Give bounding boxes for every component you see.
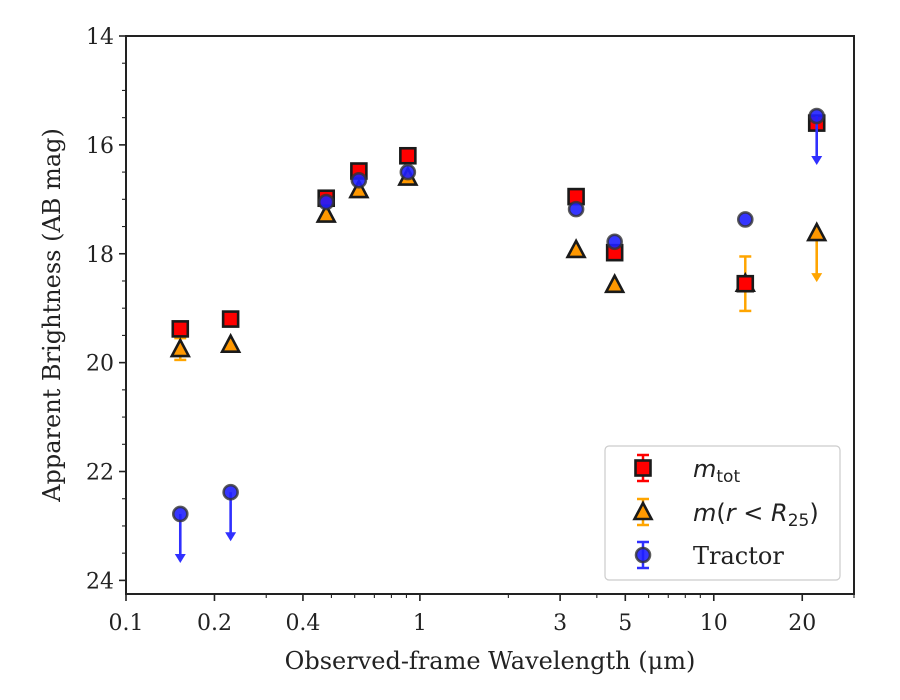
y-tick-label: 24: [86, 569, 114, 594]
legend-label: m(r < R25): [693, 499, 819, 531]
data-point-triangle: [219, 332, 242, 353]
x-tick-label: 20: [788, 611, 816, 636]
data-point-square: [221, 310, 240, 328]
y-tick-label: 22: [86, 461, 114, 486]
legend-items: mtot m(r < R25) Tractor: [632, 453, 819, 570]
legend-marker-square: [634, 459, 652, 477]
data-point-circle: [222, 483, 239, 501]
y-tick-label: 18: [86, 243, 114, 268]
data-point-triangle: [315, 202, 337, 223]
data-point-circle: [171, 505, 189, 523]
plot-frame: [125, 35, 855, 595]
y-tick-label: 20: [86, 352, 114, 377]
data-marks: [169, 107, 828, 563]
upper-limit-arrowhead: [811, 156, 823, 166]
x-tick-label: 3: [553, 611, 567, 636]
data-point-circle: [399, 163, 417, 181]
data-point-triangle: [348, 178, 370, 199]
upper-limit-arrowhead: [174, 553, 186, 563]
x-axis-title: Observed-frame Wavelength (μm): [285, 647, 696, 675]
x-tick-label: 0.1: [109, 611, 144, 636]
legend: mtot m(r < R25) Tractor: [604, 445, 841, 581]
x-tick-label: 1: [413, 611, 427, 636]
series-circle: [171, 107, 826, 563]
plot-frame-group: [125, 35, 855, 595]
series-square: [171, 114, 826, 338]
legend-marker-circle: [634, 546, 652, 564]
data-point-circle: [808, 107, 826, 125]
y-axis-ticks: 14 16 18 20 22 24: [86, 25, 126, 594]
data-point-circle: [317, 193, 335, 211]
x-tick-label: 0.4: [285, 611, 320, 636]
data-point-circle: [567, 200, 585, 218]
data-point-triangle: [169, 337, 191, 358]
series-triangle: [169, 165, 828, 362]
y-tick-label: 16: [86, 134, 114, 159]
y-axis-title: Apparent Brightness (AB mag): [38, 128, 66, 503]
x-tick-label: 10: [700, 611, 728, 636]
y-tick-label: 14: [86, 25, 114, 50]
upper-limit-arrowhead: [811, 273, 823, 283]
legend-label: Tractor: [693, 542, 784, 570]
data-point-triangle: [604, 273, 626, 294]
legend-box: [604, 445, 841, 581]
legend-marker-triangle: [632, 500, 654, 521]
x-tick-label: 0.2: [197, 611, 232, 636]
x-axis-ticks: 0.1 0.2 0.4 1 3 5 10 20: [109, 594, 855, 636]
data-point-square: [399, 146, 417, 165]
upper-limit-arrowhead: [225, 532, 237, 542]
data-point-square: [736, 274, 755, 293]
data-point-square: [171, 320, 190, 338]
data-point-circle: [350, 171, 368, 189]
data-point-triangle: [565, 238, 587, 259]
data-point-triangle: [806, 221, 828, 242]
legend-label: mtot: [693, 455, 740, 487]
data-point-circle: [606, 233, 623, 251]
x-tick-label: 5: [618, 611, 632, 636]
data-point-circle: [736, 211, 754, 228]
